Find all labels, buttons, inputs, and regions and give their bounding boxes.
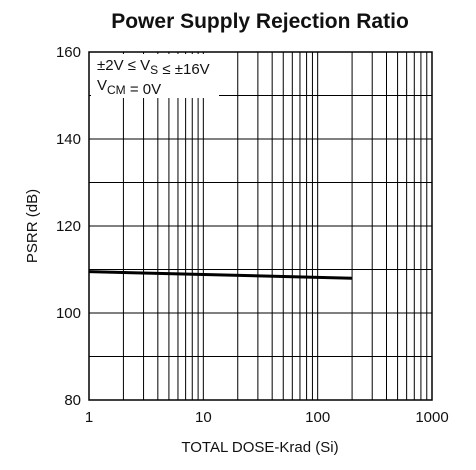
annotation-text: V: [97, 77, 107, 94]
y-tick-label: 140: [56, 131, 81, 148]
y-tick-label: 80: [64, 392, 81, 409]
x-tick-label: 10: [195, 409, 212, 426]
annotation-subscript: S: [150, 63, 158, 77]
y-tick-label: 120: [56, 218, 81, 235]
x-tick-label: 1000: [415, 409, 448, 426]
chart-title: Power Supply Rejection Ratio: [111, 10, 409, 33]
annotation-subscript: CM: [107, 83, 126, 97]
annotation-text: ≤ ±16V: [158, 61, 210, 78]
plot-frame: [88, 51, 433, 401]
y-axis-label: PSRR (dB): [24, 189, 41, 263]
annotation-text: = 0V: [126, 81, 161, 98]
x-tick-label: 100: [305, 409, 330, 426]
y-tick-label: 160: [56, 44, 81, 61]
annotation: VCM = 0V: [97, 77, 161, 98]
y-tick-label: 100: [56, 305, 81, 322]
x-tick-label: 1: [85, 409, 93, 426]
annotation-text: ±2V ≤ V: [97, 57, 150, 74]
data-line: [88, 270, 353, 280]
x-axis-label: TOTAL DOSE-Krad (Si): [181, 439, 338, 456]
annotation: ±2V ≤ VS ≤ ±16V: [97, 57, 210, 78]
annotation-box: [91, 54, 219, 98]
